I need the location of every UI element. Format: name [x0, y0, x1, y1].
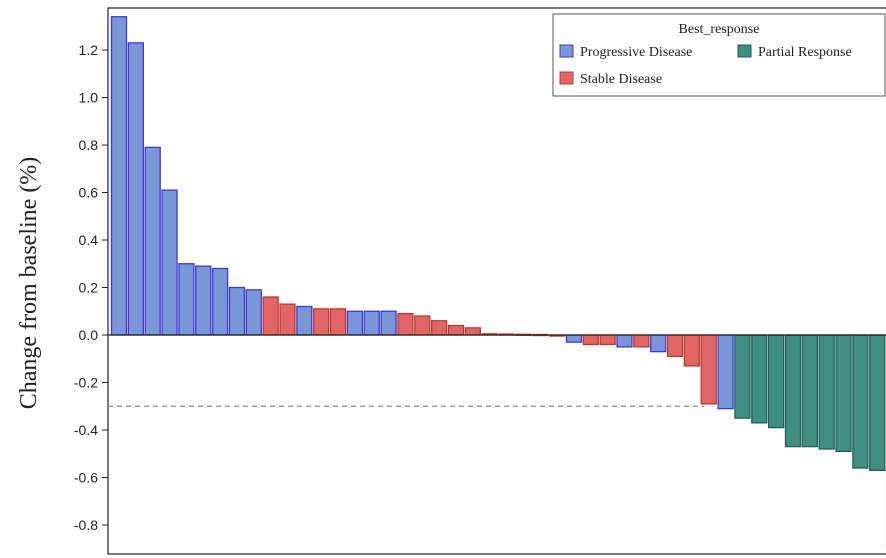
- bar: [818, 334, 835, 450]
- y-tick-label: 0.6: [79, 185, 99, 201]
- y-axis-label: Change from baseline (%): [16, 157, 42, 410]
- bar: [346, 310, 364, 336]
- bar: [666, 334, 684, 358]
- bar: [127, 42, 145, 336]
- y-tick-label: 1.0: [79, 90, 99, 106]
- legend-label-progressive-disease: Progressive Disease: [580, 45, 692, 60]
- plot-area-border: [107, 7, 886, 555]
- bar: [852, 334, 869, 469]
- legend-label-stable-disease: Stable Disease: [580, 72, 662, 87]
- bar: [650, 334, 667, 353]
- bars-group: [110, 16, 886, 550]
- bar: [363, 310, 380, 336]
- legend-swatch-partial-response: [737, 44, 752, 58]
- legend: Best_response Progressive Disease Partia…: [552, 13, 886, 97]
- legend-swatch-progressive-disease: [559, 44, 574, 58]
- bar: [144, 146, 161, 336]
- legend-title: Best_response: [679, 22, 760, 37]
- y-tick-label: 0.0: [79, 327, 99, 343]
- plot-frame: [107, 7, 886, 555]
- bar: [801, 334, 818, 448]
- bar: [329, 308, 347, 336]
- bar: [599, 334, 616, 346]
- bar: [869, 334, 886, 472]
- bar: [683, 334, 701, 367]
- bar: [414, 315, 431, 336]
- y-axis: 1.2 1.0 0.8 0.6 0.4 0.2 0.0 -0.2 -0.4 -0.6 -0.8: [74, 42, 108, 533]
- y-tick-label: -0.6: [74, 470, 98, 486]
- y-tick-label: 0.8: [79, 137, 99, 153]
- y-tick-label: -0.8: [74, 517, 98, 533]
- bar: [313, 308, 330, 336]
- bar: [245, 289, 262, 336]
- bar: [228, 286, 246, 336]
- legend-label-partial-response: Partial Response: [758, 45, 852, 60]
- bar: [380, 310, 397, 336]
- bar: [211, 267, 229, 336]
- bar: [464, 327, 482, 336]
- bar: [582, 334, 599, 346]
- legend-box: [552, 13, 886, 97]
- bar: [835, 334, 852, 453]
- bar: [447, 324, 465, 336]
- bar: [717, 334, 734, 410]
- bar: [430, 320, 448, 336]
- y-tick-label: -0.2: [74, 375, 98, 391]
- bar: [195, 265, 212, 336]
- legend-swatch-stable-disease: [559, 71, 574, 85]
- bar: [751, 334, 768, 424]
- bar: [633, 334, 650, 348]
- bar: [784, 334, 802, 448]
- y-tick-label: 0.4: [79, 232, 99, 248]
- bar: [700, 334, 717, 405]
- y-tick-label: 0.2: [79, 280, 99, 296]
- bar: [734, 334, 751, 419]
- y-tick-label: 1.2: [79, 42, 99, 58]
- bar: [565, 334, 583, 343]
- y-tick-label: -0.4: [74, 422, 98, 438]
- bar: [397, 312, 414, 336]
- bar: [296, 305, 313, 336]
- bar: [262, 296, 279, 336]
- bar: [178, 263, 195, 336]
- bar: [616, 334, 633, 348]
- bar: [768, 334, 785, 429]
- bar: [279, 303, 296, 336]
- bar: [110, 16, 128, 336]
- bar: [161, 189, 178, 336]
